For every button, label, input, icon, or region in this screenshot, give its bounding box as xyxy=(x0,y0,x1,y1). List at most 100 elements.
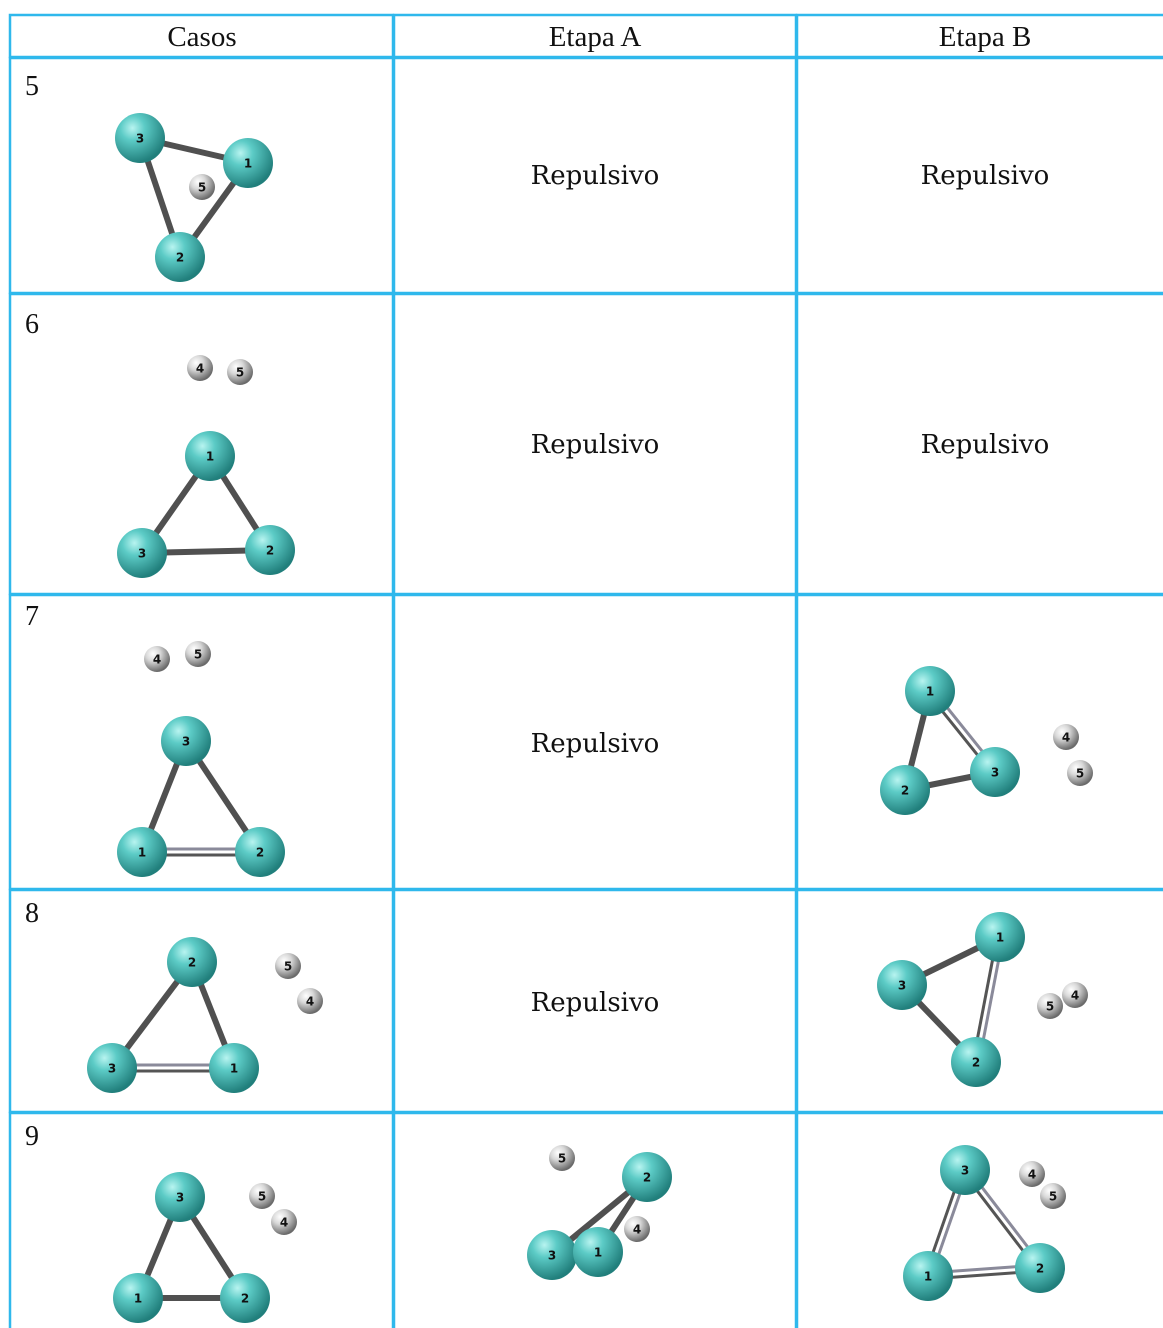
atom-label: 1 xyxy=(594,1246,602,1260)
atom xyxy=(622,1152,672,1202)
cell-text: Repulsivo xyxy=(531,161,660,191)
cell-text: Repulsivo xyxy=(531,729,660,759)
atom xyxy=(117,528,167,578)
atom-label: 1 xyxy=(924,1270,932,1284)
atom-label: 2 xyxy=(256,846,264,860)
atom-label: 3 xyxy=(136,132,144,146)
case-number: 8 xyxy=(25,898,39,929)
atom-label: 1 xyxy=(134,1292,142,1306)
atom xyxy=(877,960,927,1010)
atom-label: 3 xyxy=(176,1191,184,1205)
atom xyxy=(940,1145,990,1195)
molecule: 1 3 2 5 4 xyxy=(877,912,1088,1087)
atom xyxy=(155,1172,205,1222)
atom-label: 1 xyxy=(244,157,252,171)
molecule: 2 3 1 5 4 xyxy=(87,937,323,1093)
molecule: 3 45 1 2 xyxy=(903,1145,1066,1301)
atom xyxy=(227,359,253,385)
atom xyxy=(187,355,213,381)
atom-label: 1 xyxy=(206,450,214,464)
atom-label: 4 xyxy=(153,653,161,667)
atom-label: 1 xyxy=(926,685,934,699)
atom xyxy=(527,1230,577,1280)
atom xyxy=(209,1043,259,1093)
case-number: 7 xyxy=(25,601,39,632)
case-number: 5 xyxy=(25,71,39,102)
atom-label: 5 xyxy=(284,960,292,974)
atom-label: 5 xyxy=(236,366,244,380)
atom xyxy=(161,716,211,766)
atom xyxy=(905,666,955,716)
atom xyxy=(1067,760,1093,786)
atom xyxy=(970,747,1020,797)
atom xyxy=(297,988,323,1014)
atom-label: 4 xyxy=(1028,1168,1036,1182)
atom-label: 5 xyxy=(1046,1000,1054,1014)
atom-label: 2 xyxy=(188,956,196,970)
atom-label: 4 xyxy=(280,1216,288,1230)
atom-label: 5 xyxy=(1049,1190,1057,1204)
atom-label: 4 xyxy=(196,362,204,376)
molecule: 4 5 3 1 2 xyxy=(117,641,285,877)
atom-label: 3 xyxy=(548,1249,556,1263)
cell-text: Repulsivo xyxy=(921,430,1050,460)
atom xyxy=(113,1273,163,1323)
atom-label: 4 xyxy=(633,1223,641,1237)
atom-label: 4 xyxy=(1062,731,1070,745)
atom-label: 3 xyxy=(108,1062,116,1076)
molecule: 5 2 4 3 1 xyxy=(527,1145,672,1280)
atom xyxy=(1037,993,1063,1019)
atom xyxy=(1053,724,1079,750)
case-number: 6 xyxy=(25,309,39,340)
atom-label: 5 xyxy=(258,1190,266,1204)
atom xyxy=(975,912,1025,962)
header-cell: Etapa B xyxy=(939,21,1032,53)
molecule: 3 1 2 54 xyxy=(113,1172,297,1323)
header-cell: Casos xyxy=(167,21,236,53)
atom xyxy=(155,232,205,282)
atom xyxy=(271,1209,297,1235)
atom-label: 3 xyxy=(182,735,190,749)
atom xyxy=(167,937,217,987)
atom-label: 2 xyxy=(901,784,909,798)
atom-label: 4 xyxy=(306,995,314,1009)
atom xyxy=(223,138,273,188)
atom-label: 2 xyxy=(241,1292,249,1306)
atom xyxy=(275,953,301,979)
atom xyxy=(235,827,285,877)
atom xyxy=(549,1145,575,1171)
atom xyxy=(249,1183,275,1209)
atom-label: 3 xyxy=(898,979,906,993)
atom xyxy=(189,174,215,200)
atom-label: 1 xyxy=(138,846,146,860)
atom xyxy=(903,1251,953,1301)
atom-label: 5 xyxy=(198,181,206,195)
atom-label: 3 xyxy=(961,1164,969,1178)
atom xyxy=(1019,1161,1045,1187)
atom-label: 1 xyxy=(996,931,1004,945)
atom-label: 5 xyxy=(558,1152,566,1166)
atom-label: 3 xyxy=(991,766,999,780)
molecule: 3 1 5 2 xyxy=(115,113,273,282)
atom-label: 2 xyxy=(643,1171,651,1185)
molecule: 4 5 1 3 2 xyxy=(117,355,295,578)
atom xyxy=(144,646,170,672)
atom xyxy=(87,1043,137,1093)
atom-label: 4 xyxy=(1071,989,1079,1003)
atom-label: 5 xyxy=(1076,767,1084,781)
atom xyxy=(245,525,295,575)
cell-text: Repulsivo xyxy=(531,430,660,460)
atom-label: 2 xyxy=(1036,1262,1044,1276)
atom-label: 2 xyxy=(972,1056,980,1070)
atom xyxy=(185,641,211,667)
cell-text: Repulsivo xyxy=(921,161,1050,191)
atom-label: 2 xyxy=(266,544,274,558)
cell-text: Repulsivo xyxy=(531,988,660,1018)
atom xyxy=(220,1273,270,1323)
atom xyxy=(1040,1183,1066,1209)
header-cell: Etapa A xyxy=(549,21,642,53)
atom-label: 2 xyxy=(176,251,184,265)
atom xyxy=(880,765,930,815)
